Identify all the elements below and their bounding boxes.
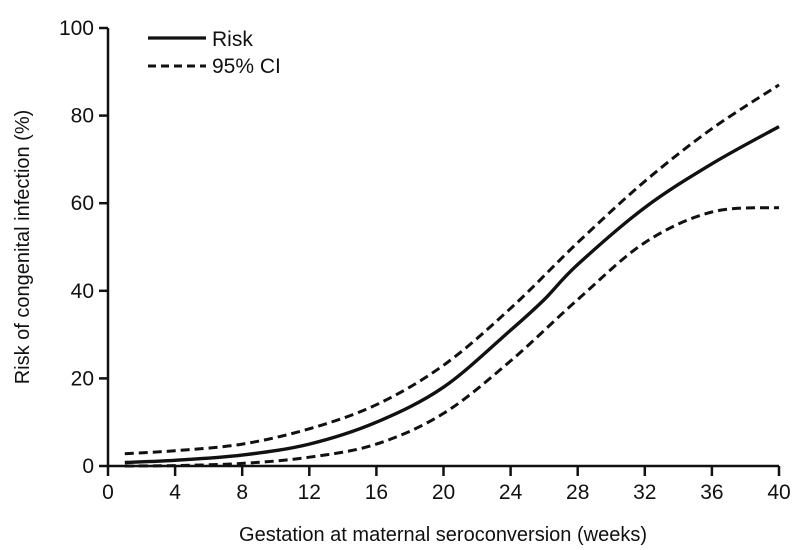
axes (106, 28, 779, 468)
y-tick-label: 60 (71, 192, 94, 215)
x-tick-label: 4 (169, 481, 181, 504)
x-tick-label: 8 (236, 481, 248, 504)
x-tick-label: 40 (767, 481, 790, 504)
x-tick-label: 28 (566, 481, 589, 504)
x-tick-label: 24 (499, 481, 523, 504)
y-tick-label: 20 (71, 367, 94, 390)
x-tick-label: 16 (365, 481, 388, 504)
x-axis-title: Gestation at maternal seroconversion (we… (239, 524, 647, 546)
series-group (124, 83, 780, 468)
legend-ci-label: 95% CI (212, 55, 281, 78)
risk-line (124, 125, 780, 465)
x-tick-label: 20 (432, 481, 455, 504)
ci-upper-line (124, 83, 780, 456)
y-tick-label: 80 (71, 105, 94, 128)
y-axis-title: Risk of congenital infection (%) (12, 110, 34, 385)
y-ticks: 0 20 40 60 80 100 (59, 17, 108, 478)
ci-lower-line (124, 206, 780, 468)
y-tick-label: 40 (71, 280, 94, 303)
legend: Risk 95% CI (148, 28, 281, 78)
x-tick-label: 32 (633, 481, 656, 504)
y-tick-label: 100 (59, 17, 94, 40)
legend-risk-label: Risk (212, 28, 253, 51)
y-tick-label: 0 (82, 455, 94, 478)
x-tick-label: 0 (102, 481, 114, 504)
x-tick-label: 36 (700, 481, 723, 504)
x-ticks: 0 4 8 12 16 20 24 28 32 36 40 (102, 466, 791, 504)
x-tick-label: 12 (298, 481, 321, 504)
